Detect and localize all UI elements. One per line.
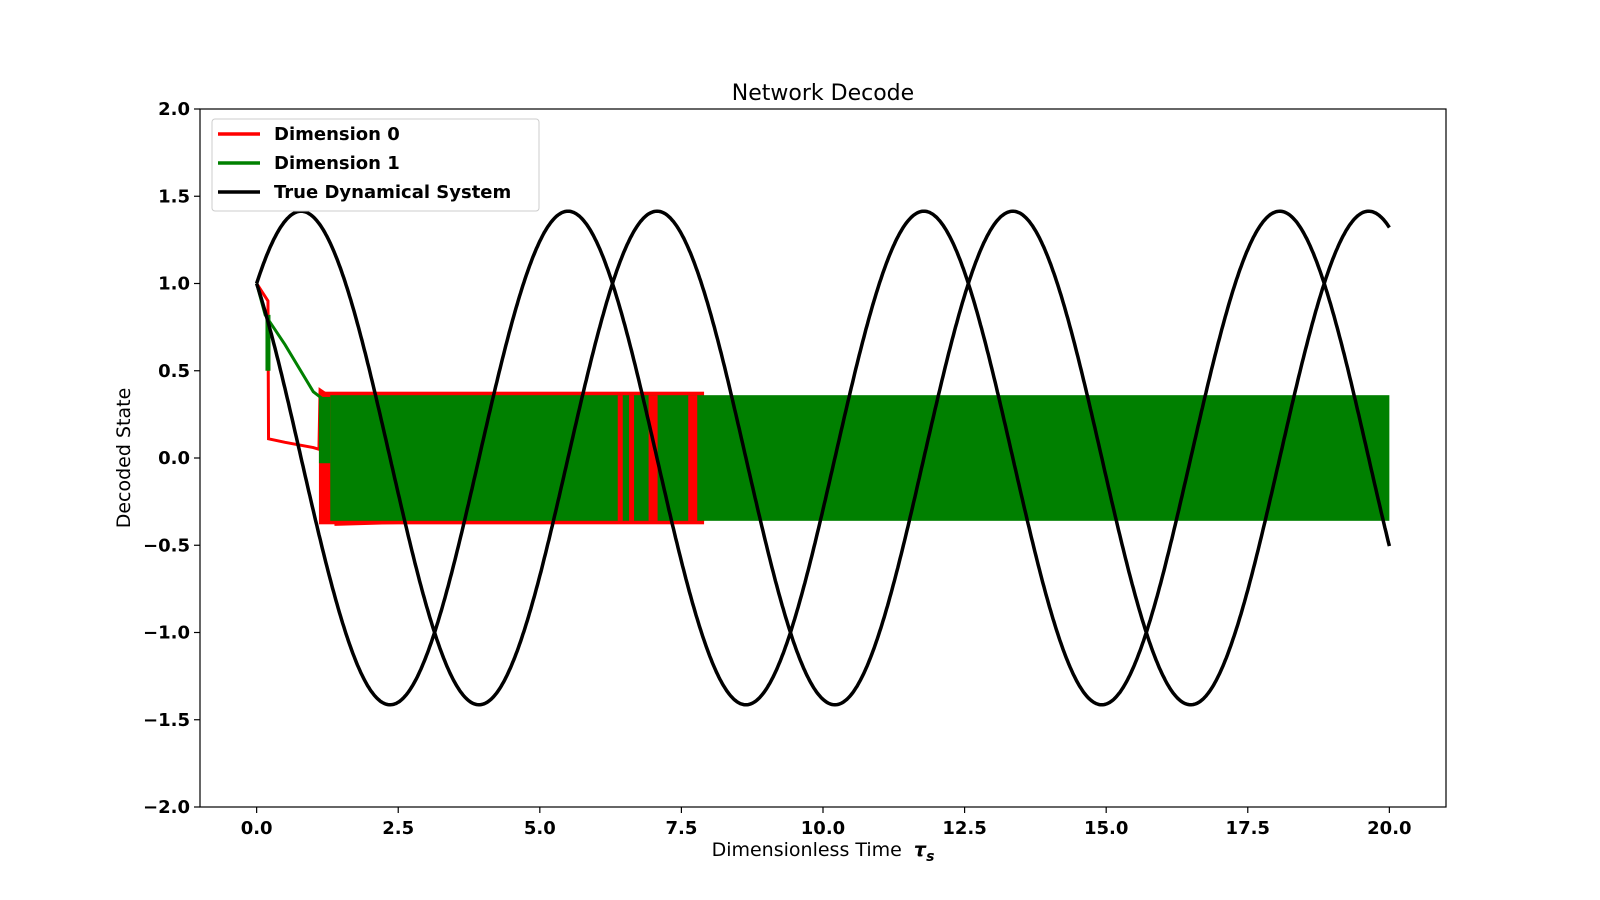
y-tick-label: 0.0 — [158, 448, 190, 469]
y-tick-label: 0.5 — [158, 361, 190, 382]
y-tick-label: 2.0 — [158, 99, 190, 120]
y-tick-label: 1.0 — [158, 274, 190, 295]
x-tick-label: 0.0 — [241, 818, 273, 839]
y-tick-label: −2.0 — [143, 797, 190, 818]
x-axis-label-symbol: τ — [914, 839, 927, 861]
legend-label: True Dynamical System — [274, 182, 511, 203]
true-system-curve-2 — [254, 209, 1392, 707]
x-tick-label: 2.5 — [382, 818, 414, 839]
legend-label: Dimension 0 — [274, 124, 400, 145]
x-tick-label: 5.0 — [524, 818, 556, 839]
x-tick-label: 15.0 — [1084, 818, 1128, 839]
x-tick-label: 12.5 — [942, 818, 986, 839]
y-axis-title: Decoded State — [113, 388, 135, 529]
x-axis-title: Dimensionless Time τs — [712, 839, 935, 865]
y-axis: 2.0 1.5 1.0 0.5 0.0 −0.5 −1.0 −1.5 −2.0 — [143, 99, 200, 818]
dimension-0-stripe — [648, 395, 658, 521]
dimension-0-stripe — [617, 395, 623, 521]
x-tick-label: 7.5 — [665, 818, 697, 839]
y-tick-label: −1.0 — [143, 623, 190, 644]
dimension-0-stripe — [629, 395, 635, 521]
y-tick-label: −1.5 — [143, 710, 190, 731]
dimension-1-band-start — [318, 396, 331, 464]
plot-area — [254, 209, 1392, 707]
x-tick-label: 17.5 — [1226, 818, 1270, 839]
dimension-0-stripe — [688, 395, 698, 521]
legend-label: Dimension 1 — [274, 153, 400, 174]
y-tick-label: 1.5 — [158, 186, 190, 207]
true-system-curve-1 — [254, 209, 1391, 707]
x-tick-label: 20.0 — [1367, 818, 1411, 839]
legend: Dimension 0 Dimension 1 True Dynamical Sys… — [211, 118, 540, 212]
chart-title: Network Decode — [732, 81, 914, 106]
x-axis-label-subscript: s — [926, 849, 934, 865]
dimension-0-line — [255, 282, 705, 526]
x-axis: 0.0 2.5 5.0 7.5 10.0 12.5 15.0 17.5 20.0 — [241, 807, 1412, 839]
x-tick-label: 10.0 — [801, 818, 845, 839]
x-axis-label-text: Dimensionless Time — [712, 839, 902, 861]
y-tick-label: −0.5 — [143, 535, 190, 556]
dimension-1-band — [330, 395, 1390, 521]
legend-box — [211, 118, 540, 212]
